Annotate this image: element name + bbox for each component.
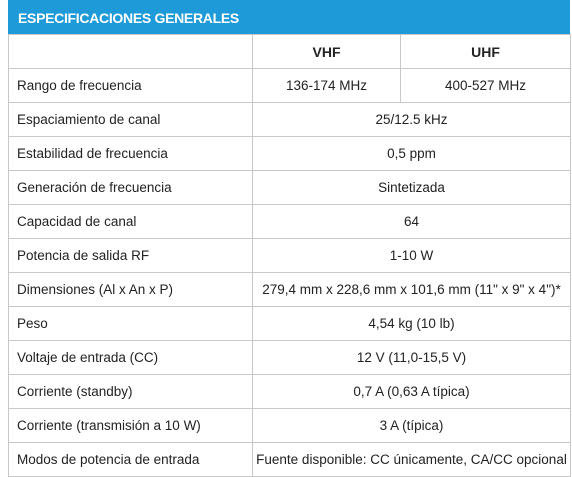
spec-row: Dimensiones (Al x An x P) 279,4 mm x 228,…: [8, 272, 571, 307]
spec-value: Fuente disponible: CC únicamente, CA/CC …: [252, 442, 571, 477]
spec-label: Generación de frecuencia: [8, 170, 253, 205]
spec-label: Peso: [8, 306, 253, 341]
spec-value: 400-527 MHz: [400, 68, 571, 103]
section-title: ESPECIFICACIONES GENERALES: [8, 0, 570, 34]
table-body: VHF UHF Rango de frecuencia 136-174 MHz 400-…: [8, 34, 571, 477]
spec-row: Capacidad de canal 64: [8, 204, 571, 239]
spec-row: Rango de frecuencia 136-174 MHz 400-527 MH…: [8, 68, 571, 103]
spec-label: Corriente (standby): [8, 374, 253, 409]
spec-label: Voltaje de entrada (CC): [8, 340, 253, 375]
column-header: UHF: [400, 34, 571, 69]
spec-value: 12 V (11,0-15,5 V): [252, 340, 571, 375]
spec-label: Rango de frecuencia: [8, 68, 253, 103]
column-header: VHF: [252, 34, 401, 69]
spec-value: 0,5 ppm: [252, 136, 571, 171]
spec-row: Voltaje de entrada (CC) 12 V (11,0-15,5 V…: [8, 340, 571, 375]
spec-value: 4,54 kg (10 lb): [252, 306, 571, 341]
spec-value: 136-174 MHz: [252, 68, 401, 103]
spec-label: Capacidad de canal: [8, 204, 253, 239]
spec-sheet: ESPECIFICACIONES GENERALES VHF UHF Rango d…: [8, 0, 571, 477]
spec-value: 0,7 A (0,63 A típica): [252, 374, 571, 409]
spec-value: Sintetizada: [252, 170, 571, 205]
header-row: VHF UHF: [8, 34, 571, 69]
spec-row: Modos de potencia de entrada Fuente dispo…: [8, 442, 571, 477]
spec-label: Potencia de salida RF: [8, 238, 253, 273]
spec-row: Corriente (transmisión a 10 W) 3 A (típic…: [8, 408, 571, 443]
corner-cell: [8, 34, 253, 69]
spec-row: Estabilidad de frecuencia 0,5 ppm: [8, 136, 571, 171]
spec-value: 1-10 W: [252, 238, 571, 273]
spec-value: 64: [252, 204, 571, 239]
spec-label: Modos de potencia de entrada: [8, 442, 253, 477]
spec-label: Dimensiones (Al x An x P): [8, 272, 253, 307]
spec-row: Generación de frecuencia Sintetizada: [8, 170, 571, 205]
spec-row: Corriente (standby) 0,7 A (0,63 A típica): [8, 374, 571, 409]
spec-value: 279,4 mm x 228,6 mm x 101,6 mm (11" x 9"…: [252, 272, 571, 307]
spec-value: 3 A (típica): [252, 408, 571, 443]
spec-label: Espaciamiento de canal: [8, 102, 253, 137]
spec-value: 25/12.5 kHz: [252, 102, 571, 137]
spec-row: Peso 4,54 kg (10 lb): [8, 306, 571, 341]
spec-row: Potencia de salida RF 1-10 W: [8, 238, 571, 273]
spec-row: Espaciamiento de canal 25/12.5 kHz: [8, 102, 571, 137]
spec-label: Corriente (transmisión a 10 W): [8, 408, 253, 443]
spec-label: Estabilidad de frecuencia: [8, 136, 253, 171]
spec-table: VHF UHF Rango de frecuencia 136-174 MHz 400-…: [8, 34, 571, 477]
